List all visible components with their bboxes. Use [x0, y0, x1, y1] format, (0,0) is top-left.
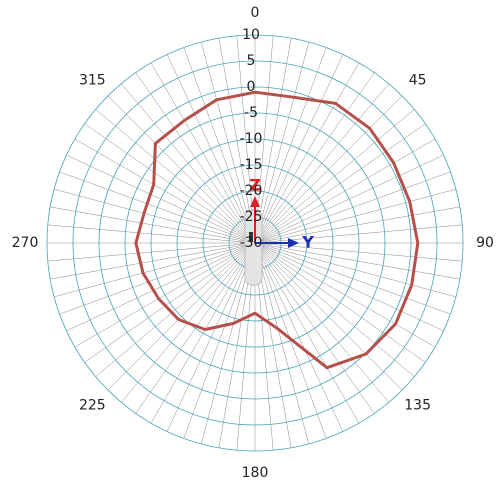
device	[244, 209, 263, 286]
z-arrowhead	[250, 196, 260, 207]
r-tick-label: -15	[240, 157, 263, 173]
device-port	[249, 232, 253, 242]
grid-circle	[124, 112, 386, 374]
r-tick-label: -10	[240, 131, 263, 147]
y-label: Y	[301, 233, 314, 252]
angle-tick-label: 270	[12, 235, 39, 251]
r-tick-label: -25	[240, 209, 263, 225]
grid-layer	[46, 34, 464, 452]
grid-circle	[176, 164, 334, 322]
r-tick-label: 0	[247, 79, 256, 95]
r-tick-label: -5	[244, 105, 258, 121]
grid-circle	[202, 190, 308, 296]
r-tick-label: -30	[240, 235, 263, 251]
y-arrowhead	[288, 238, 299, 248]
angle-tick-label: 90	[476, 235, 494, 251]
z-label: Z	[249, 176, 261, 195]
grid-circle	[98, 86, 412, 400]
pattern-line	[134, 90, 420, 370]
r-tick-label: 10	[242, 27, 260, 43]
angle-tick-label: 0	[251, 5, 260, 21]
angle-tick-label: 315	[79, 72, 106, 88]
grid-circle	[46, 34, 464, 452]
r-tick-label: 5	[247, 53, 256, 69]
r-tick-label: -20	[240, 183, 263, 199]
angle-tick-label: 180	[242, 465, 269, 481]
grid-circle	[72, 60, 438, 426]
angle-tick-label: 225	[79, 398, 106, 414]
angle-tick-label: 135	[404, 398, 431, 414]
grid-circle	[150, 138, 360, 348]
angle-tick-label: 45	[409, 72, 427, 88]
